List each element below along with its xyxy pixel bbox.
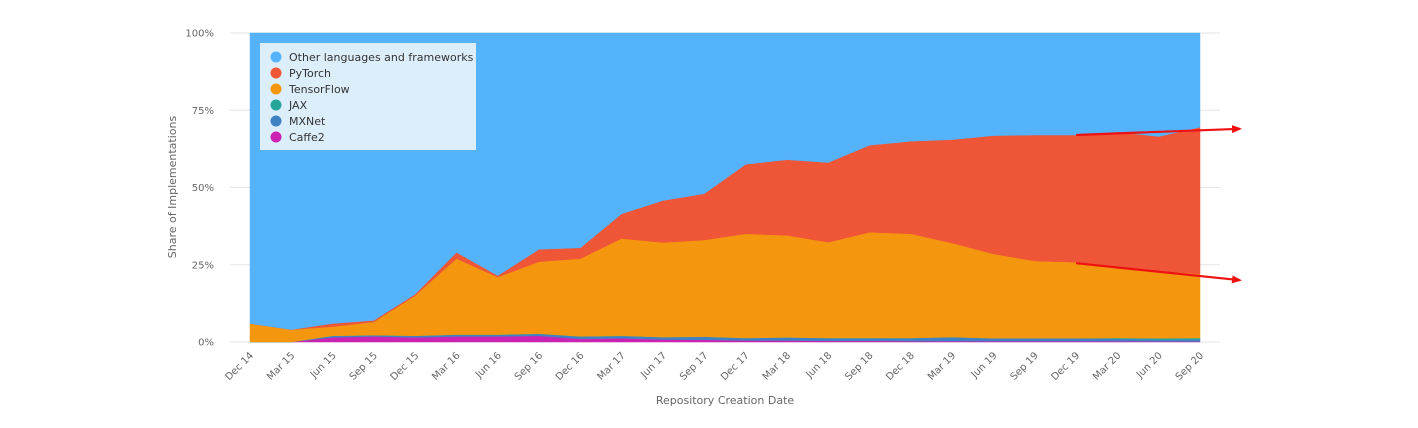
area-other-languages-and-frameworks: [249, 32, 1201, 330]
x-tick-label: Dec 19: [1049, 350, 1082, 383]
annotation-arrow: [1076, 125, 1242, 137]
y-axis: 0% 25% 50% 75% 100%: [185, 29, 214, 349]
legend: Other languages and frameworks PyTorch Ten…: [260, 43, 476, 150]
x-tick-label: Mar 19: [926, 350, 958, 382]
x-tick-label: Mar 20: [1091, 350, 1123, 382]
legend-label: TensorFlow: [288, 83, 350, 96]
x-tick-label: Sep 18: [843, 350, 875, 382]
x-tick-label: Sep 20: [1174, 350, 1206, 382]
x-tick-label: Dec 15: [389, 350, 422, 383]
x-axis-title: Repository Creation Date: [656, 394, 795, 407]
x-tick-label: Jun 18: [804, 350, 835, 381]
legend-label: PyTorch: [289, 67, 331, 80]
y-tick-label: 0%: [198, 338, 214, 349]
y-tick-label: 50%: [192, 183, 214, 194]
legend-label: JAX: [288, 99, 308, 112]
legend-label: Other languages and frameworks: [289, 51, 474, 64]
x-tick-label: Jun 17: [638, 350, 669, 381]
x-tick-label: Jun 19: [969, 350, 1000, 381]
y-tick-label: 25%: [192, 260, 214, 271]
y-axis-title: Share of Implementations: [166, 116, 179, 259]
x-tick-label: Dec 14: [223, 350, 256, 383]
legend-swatch: [270, 67, 282, 79]
legend-swatch: [270, 99, 282, 111]
x-tick-label: Jun 15: [308, 350, 339, 381]
x-tick-label: Sep 19: [1009, 350, 1041, 382]
annotation-arrow: [1075, 262, 1242, 284]
legend-background: [260, 43, 476, 150]
x-tick-label: Sep 16: [513, 350, 545, 382]
legend-label: Caffe2: [289, 131, 325, 144]
x-tick-label: Dec 16: [554, 350, 587, 383]
legend-swatch: [270, 83, 282, 95]
legend-label: MXNet: [289, 115, 326, 128]
y-tick-label: 100%: [185, 29, 214, 40]
x-tick-label: Jun 20: [1134, 350, 1165, 381]
x-tick-label: Sep 17: [678, 350, 710, 382]
legend-swatch: [270, 51, 282, 63]
x-tick-label: Jun 16: [473, 350, 504, 381]
x-tick-label: Dec 18: [884, 350, 917, 383]
x-axis: Dec 14 Mar 15 Jun 15 Sep 15 Dec 15 Mar 16 Jun …: [223, 350, 1206, 383]
x-tick-label: Mar 15: [265, 350, 297, 382]
series-areas: [249, 32, 1201, 343]
x-tick-label: Mar 16: [430, 350, 462, 382]
legend-swatch: [270, 131, 282, 143]
x-tick-label: Mar 18: [761, 350, 793, 382]
x-tick-label: Sep 15: [348, 350, 380, 382]
x-tick-label: Mar 17: [595, 350, 627, 382]
legend-swatch: [270, 115, 282, 127]
annotations: [1075, 125, 1242, 284]
x-tick-label: Dec 17: [719, 350, 752, 383]
y-tick-label: 75%: [192, 106, 214, 117]
